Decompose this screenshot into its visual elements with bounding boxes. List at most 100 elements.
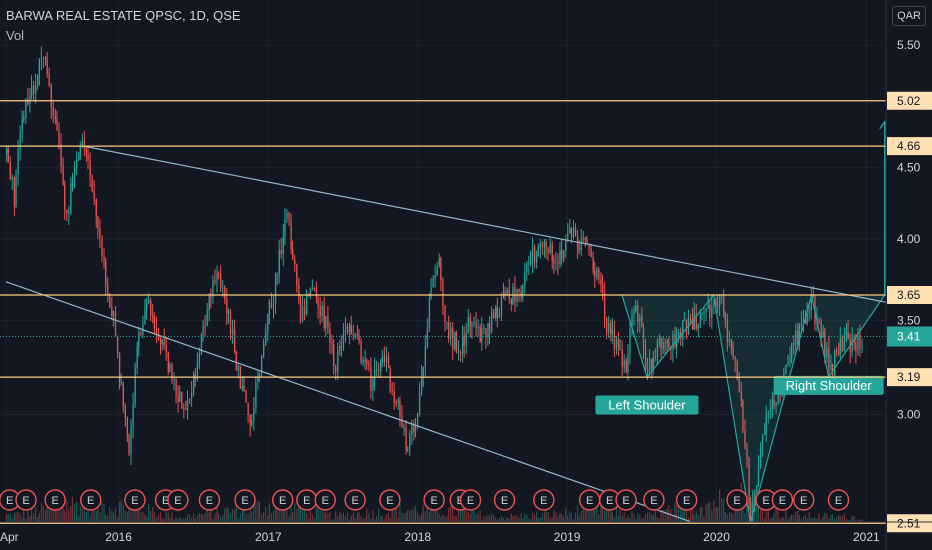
- earnings-marker[interactable]: E: [643, 489, 665, 511]
- earnings-marker-label: E: [835, 495, 842, 507]
- volume-bar: [744, 513, 746, 522]
- candle: [216, 273, 218, 283]
- earnings-marker-label: E: [351, 495, 358, 507]
- candle: [475, 322, 477, 329]
- candle: [493, 312, 495, 319]
- volume-bar: [177, 518, 179, 522]
- volume-bar: [683, 504, 685, 522]
- candle: [440, 258, 442, 281]
- earnings-marker[interactable]: E: [124, 489, 146, 511]
- volume-bar: [779, 518, 781, 522]
- candle: [764, 432, 766, 435]
- volume-bar: [432, 502, 434, 522]
- volume-bar: [263, 512, 265, 522]
- candle: [851, 338, 853, 352]
- volume-bar: [19, 513, 21, 522]
- candle: [518, 288, 520, 292]
- volume-bar: [493, 515, 495, 522]
- candle: [118, 353, 121, 383]
- volume-bar: [153, 512, 155, 522]
- earnings-marker[interactable]: E: [314, 489, 336, 511]
- candle: [235, 351, 237, 371]
- earnings-marker[interactable]: E: [533, 489, 555, 511]
- volume-bar: [705, 504, 707, 522]
- candle: [787, 361, 789, 365]
- volume-bar: [186, 514, 189, 522]
- earnings-marker-circle: [15, 489, 37, 511]
- candle: [268, 302, 271, 315]
- earnings-marker[interactable]: E: [615, 489, 637, 511]
- candle: [325, 316, 327, 328]
- earnings-marker[interactable]: E: [827, 489, 850, 511]
- candle: [785, 364, 787, 374]
- candle: [157, 333, 160, 339]
- earnings-marker[interactable]: E: [198, 489, 221, 511]
- earnings-marker[interactable]: E: [271, 489, 294, 511]
- candle: [422, 366, 424, 376]
- candle: [847, 331, 849, 339]
- earnings-marker[interactable]: E: [793, 489, 815, 511]
- earnings-marker[interactable]: E: [80, 489, 102, 511]
- candle: [463, 336, 465, 346]
- candle: [637, 305, 639, 322]
- earnings-marker[interactable]: E: [578, 489, 601, 511]
- volume-bar: [15, 512, 17, 522]
- earnings-marker[interactable]: E: [167, 489, 189, 511]
- candle: [231, 329, 234, 334]
- volume-bar: [707, 503, 709, 522]
- candle: [732, 348, 734, 357]
- earnings-marker[interactable]: E: [234, 489, 256, 511]
- earnings-marker[interactable]: E: [675, 489, 698, 511]
- volume-bar: [637, 513, 639, 522]
- candle: [830, 364, 832, 370]
- candle: [163, 339, 165, 347]
- volume-bar: [284, 501, 286, 522]
- candle: [859, 334, 861, 349]
- candle: [560, 250, 563, 260]
- earnings-marker[interactable]: E: [344, 489, 366, 511]
- pattern-label-bg: [773, 375, 884, 395]
- volume-bar: [495, 517, 497, 522]
- volume-bar: [132, 504, 134, 522]
- volume-bar: [855, 520, 857, 522]
- volume-bar: [344, 516, 347, 522]
- candle: [623, 360, 625, 367]
- earnings-marker[interactable]: E: [493, 489, 516, 511]
- pattern-label-bg: [730, 531, 770, 550]
- earnings-marker[interactable]: E: [726, 489, 748, 511]
- candle: [399, 400, 401, 417]
- volume-bar: [130, 503, 132, 522]
- volume-bar: [358, 511, 360, 522]
- candle: [327, 316, 329, 330]
- earnings-marker[interactable]: E: [459, 489, 482, 511]
- candle: [253, 408, 255, 421]
- earnings-marker[interactable]: E: [44, 489, 66, 511]
- volume-bar: [426, 502, 428, 522]
- volume-bar: [430, 504, 432, 522]
- candle: [467, 316, 469, 333]
- candle: [46, 59, 48, 74]
- candle: [212, 280, 214, 297]
- volume-bar: [559, 512, 561, 522]
- candle: [536, 255, 538, 263]
- volume-bar: [450, 505, 452, 522]
- candle: [362, 359, 364, 364]
- currency-button[interactable]: QAR: [892, 6, 926, 26]
- earnings-marker[interactable]: E: [15, 489, 37, 511]
- volume-bar: [586, 499, 588, 522]
- volume-bar: [229, 513, 232, 522]
- volume-bar: [619, 509, 621, 522]
- candle: [845, 331, 848, 338]
- volume-bar: [783, 518, 785, 522]
- volume-bar: [251, 511, 253, 522]
- volume-bar: [85, 512, 88, 522]
- candle: [765, 414, 767, 433]
- earnings-marker[interactable]: E: [296, 489, 318, 511]
- earnings-marker[interactable]: E: [423, 489, 445, 511]
- earnings-marker[interactable]: E: [379, 489, 401, 511]
- volume-bar: [315, 508, 318, 522]
- candle: [759, 446, 762, 465]
- earnings-marker[interactable]: E: [771, 489, 794, 511]
- volume-bar: [469, 514, 471, 522]
